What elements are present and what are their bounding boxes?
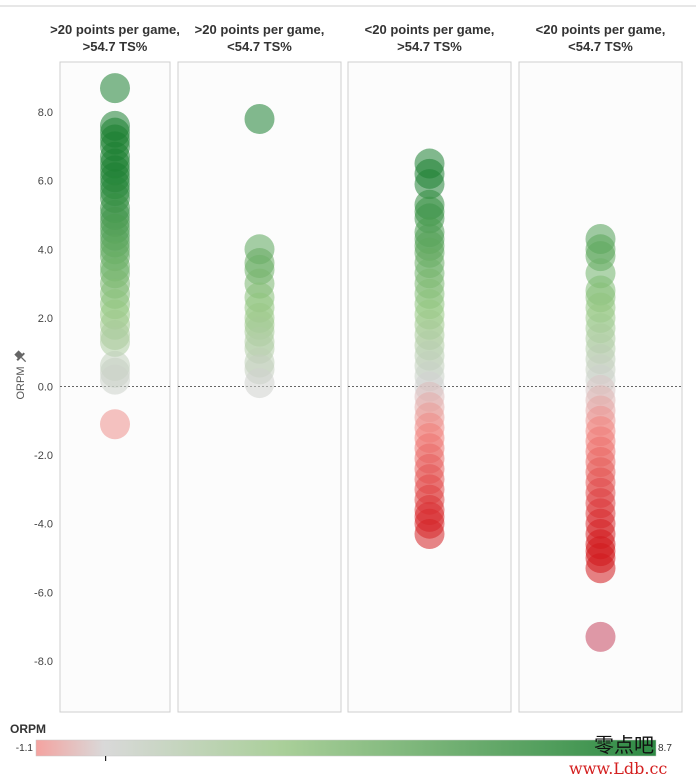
watermark-logo-text: 零点吧 (594, 733, 654, 757)
panel-header-line1: <20 points per game, (365, 22, 495, 37)
data-point[interactable] (100, 409, 130, 440)
y-tick-label: -8.0 (34, 656, 53, 668)
watermark-url: www.Ldb.cc (569, 759, 667, 777)
data-point[interactable] (414, 169, 445, 200)
data-point[interactable] (585, 621, 616, 652)
data-point[interactable] (244, 368, 275, 399)
panel-header-line1: >20 points per game, (50, 22, 180, 37)
panel-header-line2: <54.7 TS% (227, 39, 292, 54)
legend-max-label: 8.7 (658, 743, 672, 754)
y-tick-label: -6.0 (34, 587, 53, 599)
y-tick-label: 4.0 (38, 244, 53, 256)
panel-header-line2: >54.7 TS% (83, 39, 148, 54)
y-axis-title: ORPM (15, 367, 27, 400)
panel-1 (59, 61, 171, 713)
data-point[interactable] (244, 103, 275, 134)
panel-header-line1: >20 points per game, (195, 22, 325, 37)
y-tick-label: 2.0 (38, 313, 53, 325)
pin-icon[interactable] (13, 349, 29, 365)
legend-min-label: -1.1 (16, 743, 34, 754)
y-tick-label: 8.0 (38, 107, 53, 119)
panel-header-line2: >54.7 TS% (397, 39, 462, 54)
data-point[interactable] (414, 518, 445, 549)
y-tick-label: -2.0 (34, 450, 53, 462)
panel-3 (347, 61, 512, 713)
data-point[interactable] (585, 553, 616, 584)
data-point[interactable] (100, 364, 130, 395)
color-legend-bar[interactable] (35, 739, 657, 757)
data-point[interactable] (100, 326, 130, 357)
y-tick-label: -4.0 (34, 519, 53, 531)
panel-4 (518, 61, 683, 713)
y-tick-label: 6.0 (38, 176, 53, 188)
y-tick-label: 0.0 (38, 382, 53, 394)
legend-title: ORPM (10, 722, 46, 736)
panel-header-line2: <54.7 TS% (568, 39, 633, 54)
panel-2 (177, 61, 342, 713)
panel-header-line1: <20 points per game, (536, 22, 666, 37)
data-point[interactable] (100, 73, 130, 104)
